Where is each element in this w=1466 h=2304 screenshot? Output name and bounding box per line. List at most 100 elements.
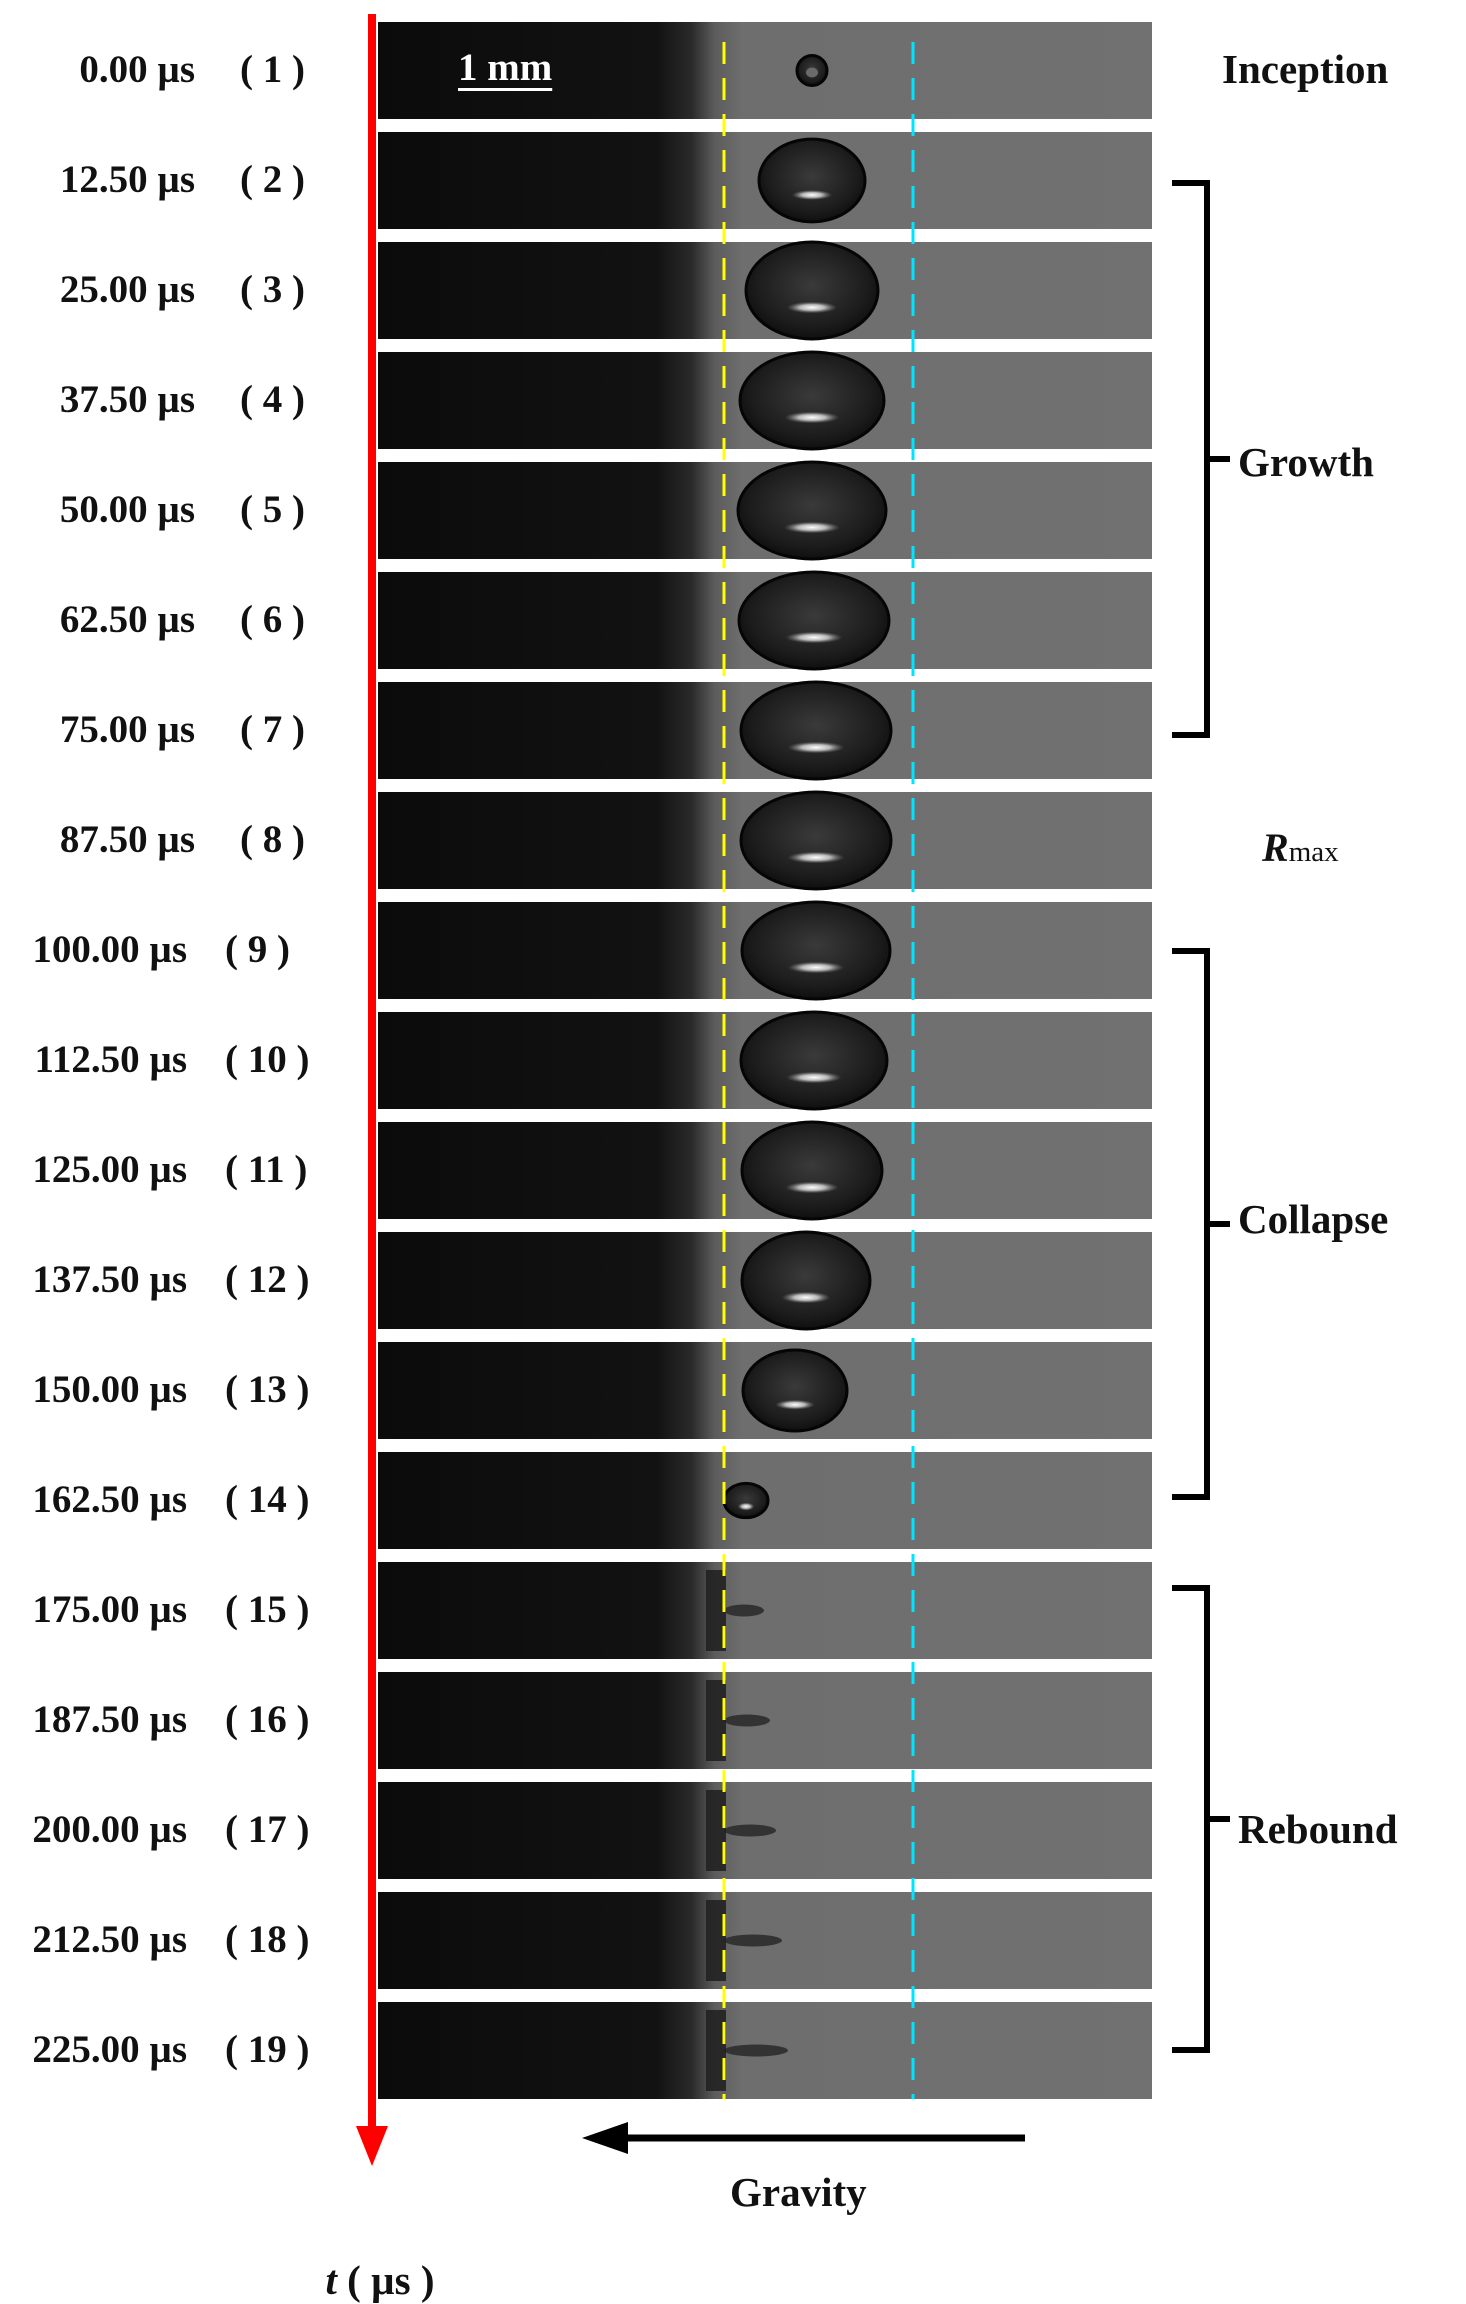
- frame-index: ( 2 ): [240, 158, 305, 201]
- growth-bracket: [1172, 180, 1230, 738]
- wall-residue: [706, 1680, 726, 1761]
- frame-index: ( 18 ): [225, 1918, 310, 1961]
- bubble-highlight: [737, 1502, 755, 1511]
- frame-index: ( 19 ): [225, 2028, 310, 2071]
- frame-time: 75.00 µs: [59, 708, 195, 751]
- frame-background: [378, 1562, 1152, 1659]
- frame-strip: [378, 22, 1152, 119]
- frame-time: 112.50 µs: [34, 1038, 188, 1081]
- bubble-highlight: [783, 521, 841, 534]
- bubble-highlight: [791, 190, 833, 200]
- frame-index: ( 13 ): [225, 1368, 310, 1411]
- bubble: [739, 680, 893, 781]
- frame-index: ( 3 ): [240, 268, 305, 311]
- frame-strip: [378, 1892, 1152, 1989]
- frame-index: ( 7 ): [240, 708, 305, 751]
- frame-time: 25.00 µs: [59, 268, 195, 311]
- frame-strip: [378, 680, 1152, 781]
- frame-strip: [378, 1342, 1152, 1439]
- bubble-highlight: [806, 67, 818, 78]
- frame-time: 0.00 µs: [79, 48, 195, 91]
- bubble: [737, 570, 891, 671]
- frame-background: [378, 22, 1152, 119]
- bubble-highlight: [784, 411, 840, 424]
- bubble-highlight: [787, 961, 845, 974]
- frame-time: 125.00 µs: [32, 1148, 187, 1191]
- frame-strip: [378, 1452, 1152, 1549]
- bubble: [738, 350, 886, 451]
- frame-time: 87.50 µs: [59, 818, 195, 861]
- bubble: [740, 1120, 884, 1221]
- frame-index: ( 15 ): [225, 1588, 310, 1631]
- bubble: [722, 1481, 770, 1520]
- frame-strip: [378, 900, 1152, 1001]
- frame-index: ( 16 ): [225, 1698, 310, 1741]
- frame-strip: [378, 1672, 1152, 1769]
- frame-time: 225.00 µs: [32, 2028, 187, 2071]
- rmax-symbol: R: [1262, 825, 1289, 870]
- bubble: [741, 1348, 849, 1433]
- frame-index: ( 11 ): [225, 1148, 308, 1191]
- gravity-label: Gravity: [730, 2169, 867, 2215]
- wall-residue: [706, 1900, 726, 1981]
- bubble: [739, 1010, 889, 1111]
- bubble-highlight: [786, 1071, 842, 1084]
- scale-bar-label: 1 mm: [458, 46, 553, 89]
- bubble-highlight: [785, 631, 843, 644]
- frame-index: ( 12 ): [225, 1258, 310, 1301]
- collapse-bracket: [1172, 948, 1230, 1500]
- time-axis-arrowhead: [356, 2126, 388, 2166]
- bubble: [736, 460, 888, 561]
- frame-time: 212.50 µs: [32, 1918, 187, 1961]
- phase-rmax-label: Rmax: [1262, 824, 1339, 871]
- frame-strip: [378, 1562, 1152, 1659]
- rmax-subscript: max: [1288, 836, 1339, 868]
- frame-strip: [378, 1230, 1152, 1331]
- frame-strip: [378, 1120, 1152, 1221]
- frame-time: 50.00 µs: [59, 488, 195, 531]
- rebound-jet: [724, 1934, 782, 1947]
- bracket-line: [1172, 180, 1210, 738]
- frame-index: ( 10 ): [225, 1038, 310, 1081]
- rebound-jet: [724, 1604, 764, 1617]
- bubble-highlight: [775, 1399, 815, 1410]
- frame-index: ( 6 ): [240, 598, 305, 641]
- frame-time: 200.00 µs: [32, 1808, 187, 1851]
- bubble-highlight: [787, 851, 845, 864]
- phase-inception-label: Inception: [1222, 46, 1389, 92]
- rebound-jet: [724, 1824, 776, 1837]
- frame-time: 175.00 µs: [32, 1588, 187, 1631]
- rebound-bracket: [1172, 1585, 1230, 2053]
- frame-strip: [378, 1010, 1152, 1111]
- phase-rebound-label: Rebound: [1238, 1806, 1398, 1852]
- time-axis-variable: t: [325, 2257, 337, 2303]
- bubble-highlight: [786, 301, 838, 314]
- bracket-line: [1172, 1585, 1210, 2053]
- rebound-jet: [724, 1714, 770, 1727]
- wall-residue: [706, 1570, 726, 1651]
- bubble: [744, 240, 880, 341]
- frame-strip: [378, 1782, 1152, 1879]
- frame-time: 150.00 µs: [32, 1368, 187, 1411]
- frame-time: 100.00 µs: [32, 928, 187, 971]
- frame-index: ( 8 ): [240, 818, 305, 861]
- time-axis-unit: ( µs ): [336, 2257, 435, 2303]
- time-axis-label: t ( µs ): [305, 2208, 435, 2304]
- frame-strip: [378, 350, 1152, 451]
- wall-residue: [706, 1790, 726, 1871]
- frame-time: 187.50 µs: [32, 1698, 187, 1741]
- wall-residue: [706, 2010, 726, 2091]
- frame-time: 162.50 µs: [32, 1478, 187, 1521]
- frame-strip: [378, 240, 1152, 341]
- frame-strip: [378, 790, 1152, 891]
- bubble: [757, 137, 867, 224]
- bubble: [740, 1230, 872, 1331]
- frame-time: 137.50 µs: [32, 1258, 187, 1301]
- bubble-highlight: [787, 741, 845, 754]
- frame-index: ( 9 ): [225, 928, 290, 971]
- frame-time: 37.50 µs: [59, 378, 195, 421]
- frame-time: 62.50 µs: [59, 598, 195, 641]
- frame-index: ( 1 ): [240, 48, 305, 91]
- frame-time: 12.50 µs: [59, 158, 195, 201]
